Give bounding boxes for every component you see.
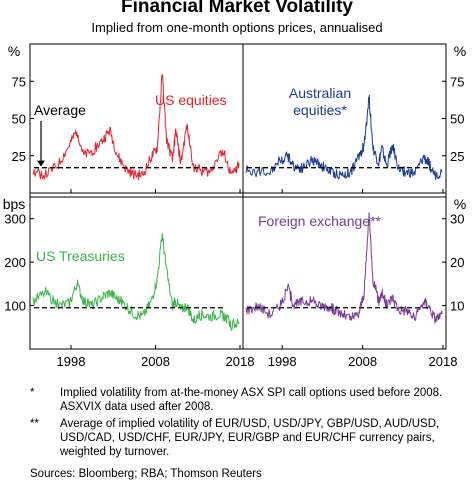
footnote-1-mark: *: [30, 387, 35, 399]
footnote-1-text: Implied volatility from at-the-money ASX…: [60, 387, 443, 413]
series-line-top-left: [32, 74, 240, 181]
y-tick-label-bottom-right: 10: [450, 299, 464, 314]
series-label-top-right: Australian: [289, 85, 351, 101]
series-label-top-right: equities*: [293, 102, 347, 118]
series-line-bottom-right: [245, 212, 443, 324]
x-tick-label-bottom-left: 2018: [226, 354, 255, 369]
chart-title: Financial Market Volatility: [121, 0, 353, 17]
x-tick-label-bottom-right: 1998: [268, 354, 297, 369]
series-label-bottom-right: Foreign exchange**: [258, 213, 382, 229]
y-tick-label-bottom-left: 300: [4, 212, 26, 227]
y-tick-label-top-right: 25: [450, 149, 464, 164]
series-line-top-right: [245, 94, 443, 180]
average-annotation-arrowhead: [37, 160, 45, 167]
axis-unit-bottom-left: bps: [3, 196, 26, 212]
x-tick-label-bottom-left: 2008: [141, 354, 170, 369]
footnote-1: * Implied volatility from at-the-money A…: [30, 386, 470, 414]
source-note: Sources: Bloomberg; RBA; Thomson Reuters: [30, 468, 262, 480]
series-label-bottom-left: US Treasuries: [36, 248, 125, 264]
axis-unit-top-left: %: [8, 43, 20, 59]
chart-area: % 25 50 75 US equities Average% 25 50 75 Australi…: [3, 43, 467, 369]
axis-unit-bottom-right: %: [454, 196, 466, 212]
x-tick-label-bottom-left: 1998: [57, 354, 86, 369]
y-tick-label-top-left: 50: [12, 112, 26, 127]
series-label-top-left: US equities: [155, 92, 227, 108]
y-tick-label-bottom-left: 200: [4, 255, 26, 270]
y-tick-label-top-left: 75: [12, 74, 26, 89]
x-tick-label-bottom-right: 2018: [429, 354, 458, 369]
y-tick-label-bottom-right: 30: [450, 212, 464, 227]
footnote-2-text: Average of implied volatility of EUR/USD…: [60, 418, 440, 458]
series-line-bottom-left: [32, 232, 240, 331]
y-tick-label-top-right: 75: [450, 74, 464, 89]
y-tick-label-top-left: 25: [12, 149, 26, 164]
footnotes: * Implied volatility from at-the-money A…: [30, 386, 470, 462]
average-annotation-label: Average: [34, 102, 86, 118]
x-tick-label-bottom-right: 2008: [348, 354, 377, 369]
y-tick-label-top-right: 50: [450, 112, 464, 127]
footnote-2-mark: **: [30, 418, 39, 430]
axis-unit-top-right: %: [454, 43, 466, 59]
y-tick-label-bottom-right: 20: [450, 255, 464, 270]
footnote-2: ** Average of implied volatility of EUR/…: [30, 417, 470, 459]
y-tick-label-bottom-left: 100: [4, 299, 26, 314]
chart-subtitle: Implied from one-month options prices, a…: [91, 20, 383, 35]
